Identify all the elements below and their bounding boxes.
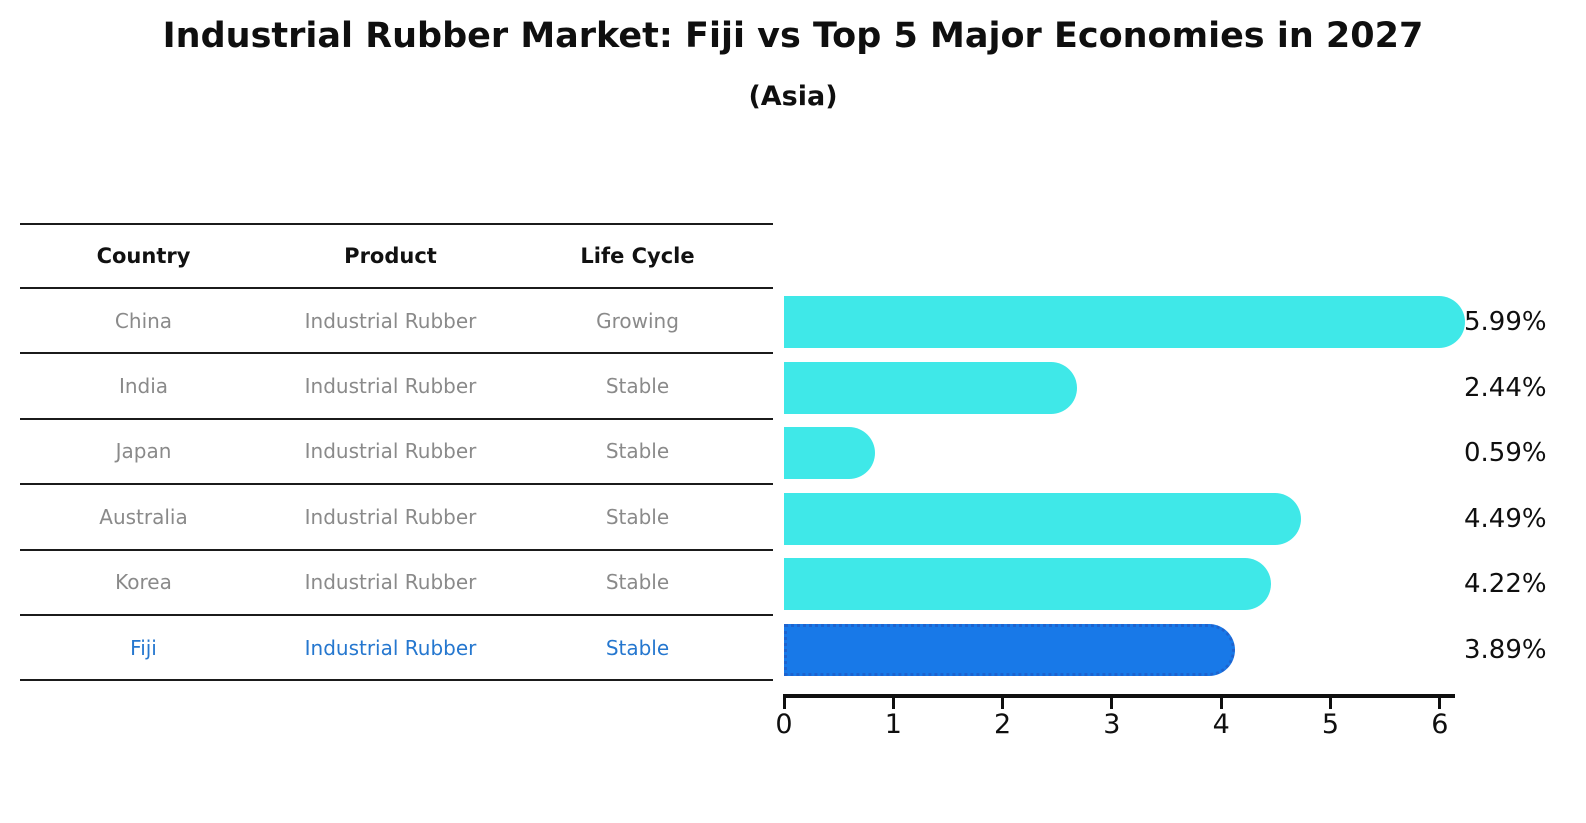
cell-product: Industrial Rubber [304,570,477,595]
value-label-china: 5.99% [1464,307,1547,337]
cell-product: Industrial Rubber [304,374,477,399]
bar-japan [784,427,875,479]
x-tick [1219,694,1223,709]
bar-india [784,362,1077,414]
cell-product: Industrial Rubber [304,504,477,529]
x-tick [1438,694,1442,709]
value-label-fiji: 3.89% [1464,635,1547,665]
cell-life-cycle: Stable [605,504,670,529]
bar-korea [784,558,1272,610]
cell-country: China [114,308,173,333]
header-country: Country [96,244,191,268]
header-life-cycle: Life Cycle [580,244,695,268]
cell-country: Japan [115,439,172,464]
value-label-korea: 4.22% [1464,569,1547,599]
cell-country: Korea [115,570,172,595]
x-tick-label: 5 [1321,709,1340,740]
table-row-india: India Industrial Rubber Stable [20,354,773,420]
bar-australia [784,493,1301,545]
x-axis-line [784,694,1455,698]
table-header-row: Country Product Life Cycle [20,223,773,289]
header-product: Product [344,244,437,268]
chart-title: Industrial Rubber Market: Fiji vs Top 5 … [162,16,1424,56]
table-row-china: China Industrial Rubber Growing [20,289,773,355]
x-tick [891,694,895,709]
table-row-japan: Japan Industrial Rubber Stable [20,420,773,486]
value-label-australia: 4.49% [1464,504,1547,534]
table-row-australia: Australia Industrial Rubber Stable [20,485,773,551]
x-tick [1329,694,1332,709]
cell-life-cycle: Stable [605,570,670,595]
cell-life-cycle: Stable [605,635,670,660]
cell-country: Fiji [130,635,157,660]
value-label-japan: 0.59% [1464,438,1547,468]
chart-subtitle: (Asia) [748,81,838,112]
table-row-korea: Korea Industrial Rubber Stable [20,551,773,616]
x-tick-label: 2 [994,709,1012,740]
x-tick-label: 1 [884,709,902,740]
cell-life-cycle: Stable [605,374,670,399]
x-tick-label: 3 [1103,709,1121,740]
value-label-india: 2.44% [1464,373,1547,403]
cell-life-cycle: Growing [596,308,679,333]
x-tick [782,694,786,709]
country-table: Country Product Life Cycle China Industr… [20,223,773,682]
cell-product: Industrial Rubber [304,439,477,464]
x-tick [1001,694,1005,709]
table-row-fiji: Fiji Industrial Rubber Stable [20,616,773,682]
cell-product: Industrial Rubber [304,635,477,660]
cell-country: Australia [99,504,188,529]
x-tick [1110,694,1114,709]
bar-china [784,296,1465,348]
bar-fiji-highlighted [784,624,1236,676]
x-tick-label: 0 [775,709,793,740]
cell-life-cycle: Stable [605,439,670,464]
x-tick-label: 4 [1212,709,1230,740]
x-tick-label: 6 [1431,709,1449,740]
cell-product: Industrial Rubber [304,308,477,333]
cell-country: India [118,374,169,399]
